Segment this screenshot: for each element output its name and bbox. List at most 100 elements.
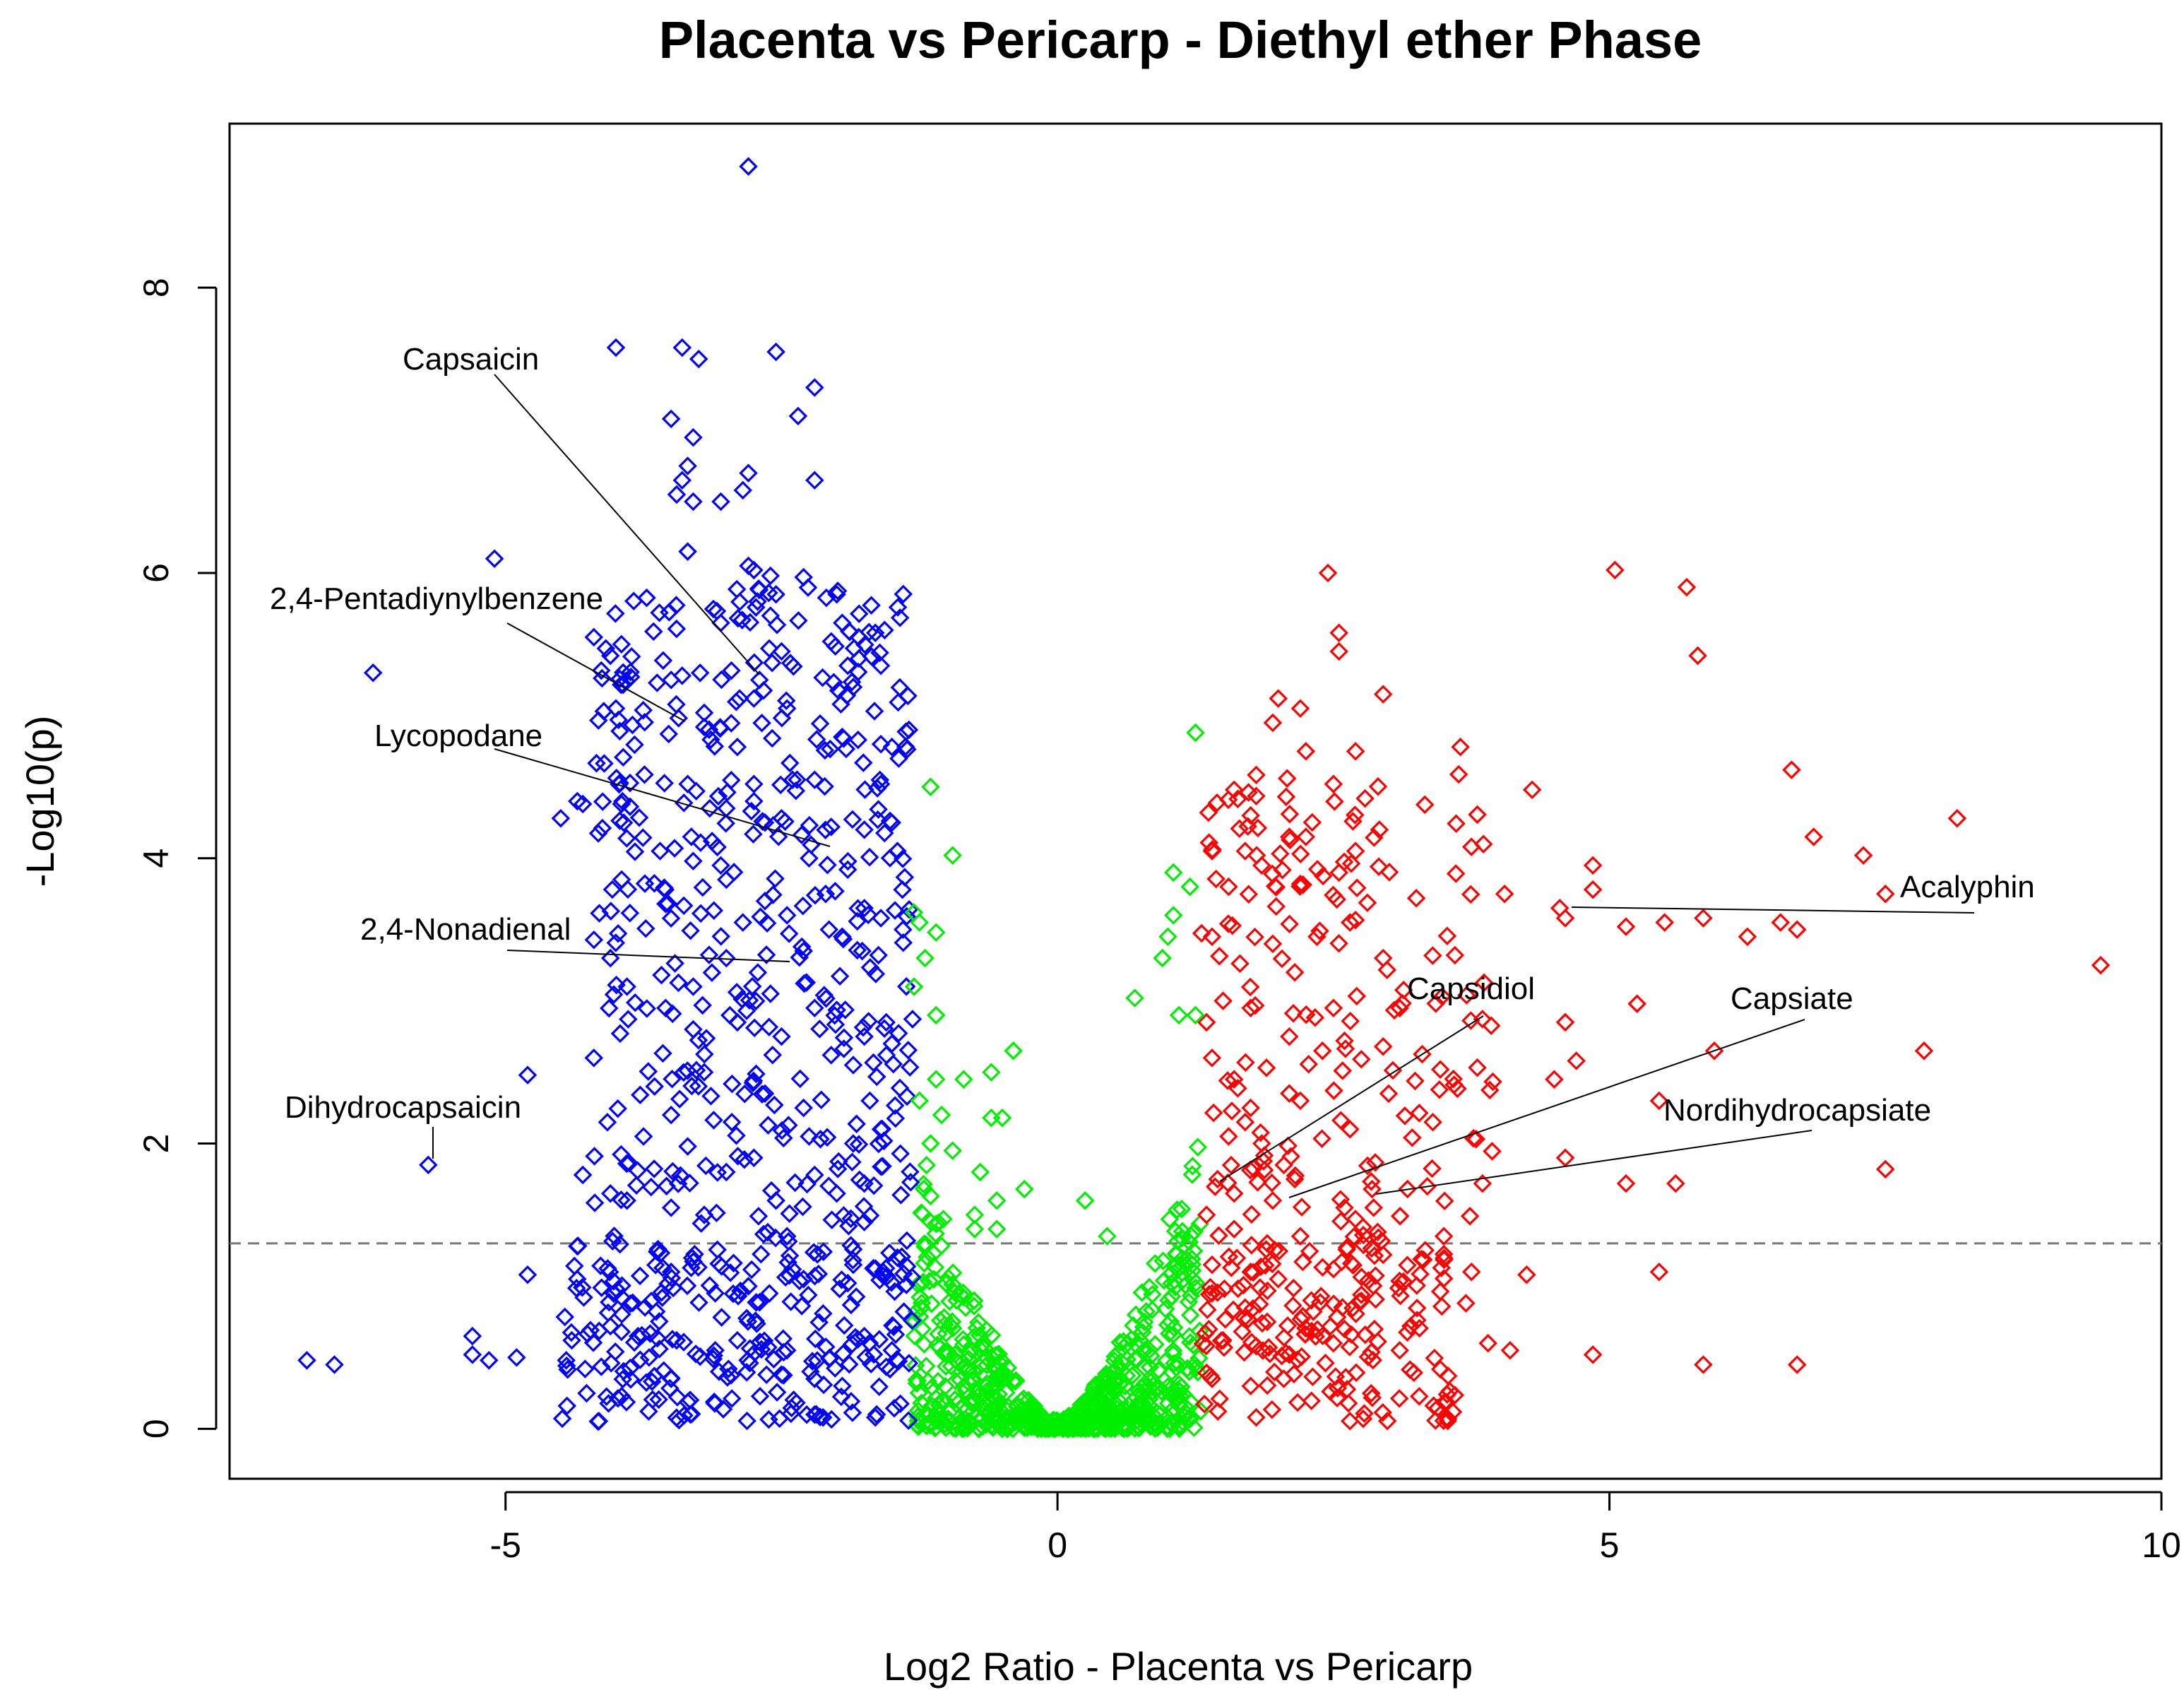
data-point	[1164, 1354, 1184, 1373]
data-point	[1341, 1011, 1360, 1031]
data-point	[1242, 1236, 1262, 1255]
data-point	[831, 1387, 851, 1407]
data-point	[942, 1357, 961, 1376]
data-point	[644, 1159, 664, 1178]
data-point	[959, 1349, 978, 1369]
data-point	[592, 1357, 611, 1376]
data-point	[1235, 841, 1255, 861]
data-point	[797, 973, 817, 992]
data-point	[871, 734, 891, 754]
y-tick-label: 0	[136, 1419, 176, 1438]
data-point	[843, 1134, 863, 1153]
data-point	[891, 1394, 910, 1414]
data-point	[1204, 1103, 1223, 1123]
data-point	[810, 714, 830, 733]
data-point	[1390, 1271, 1409, 1291]
data-point	[910, 1287, 930, 1307]
data-point	[1286, 1166, 1305, 1186]
data-point	[1240, 977, 1260, 997]
data-point	[1318, 563, 1338, 583]
data-point	[806, 1329, 825, 1349]
data-point	[1451, 738, 1470, 757]
data-point	[1401, 1316, 1420, 1336]
data-point	[557, 1351, 576, 1370]
data-point	[1028, 1417, 1048, 1437]
data-point	[926, 923, 946, 942]
data-point	[940, 1292, 959, 1311]
data-point	[890, 1078, 910, 1098]
data-point	[1272, 949, 1292, 969]
data-point	[1247, 1336, 1266, 1356]
data-point	[1199, 1319, 1218, 1339]
data-point	[1265, 877, 1285, 896]
data-point	[992, 1108, 1012, 1128]
data-point	[1787, 920, 1807, 939]
data-point	[518, 1265, 538, 1284]
data-point	[1191, 1402, 1211, 1421]
data-point	[684, 427, 703, 447]
data-point	[766, 342, 785, 362]
data-point	[1876, 884, 1895, 904]
data-point	[1173, 1222, 1192, 1241]
data-point	[1208, 1283, 1227, 1302]
annotation-line-lycopodane	[494, 748, 831, 847]
data-point	[621, 662, 640, 682]
data-point	[1122, 1366, 1142, 1385]
data-point	[1216, 1310, 1235, 1329]
data-point	[587, 753, 606, 773]
data-point	[612, 870, 631, 890]
data-point	[747, 1064, 766, 1084]
data-point	[705, 737, 725, 756]
data-point	[829, 1152, 848, 1171]
annotation-capsaicin: Capsaicin	[403, 342, 539, 377]
data-point	[932, 1105, 951, 1125]
data-point	[660, 1378, 679, 1398]
data-point	[614, 747, 633, 767]
data-point	[1336, 1368, 1355, 1387]
data-point	[1307, 927, 1327, 947]
data-point	[917, 1417, 937, 1436]
data-point	[631, 1085, 650, 1105]
data-point	[678, 542, 697, 561]
data-point	[838, 860, 857, 880]
data-point	[843, 1335, 862, 1354]
data-point	[1335, 1319, 1354, 1339]
data-point	[1278, 1136, 1298, 1156]
data-point	[1331, 1190, 1351, 1209]
data-point	[754, 1224, 773, 1244]
data-point	[866, 1259, 885, 1278]
data-point	[606, 933, 626, 952]
data-point	[1250, 1278, 1270, 1297]
data-point	[886, 1109, 906, 1128]
data-point	[1158, 1419, 1177, 1438]
data-point	[1347, 878, 1367, 897]
data-point	[805, 378, 824, 397]
data-point	[764, 885, 783, 904]
data-point	[838, 656, 857, 675]
data-point	[744, 689, 764, 708]
data-point	[696, 1156, 716, 1176]
data-point	[1358, 893, 1377, 913]
data-point	[777, 699, 797, 719]
data-point	[1284, 1278, 1303, 1298]
data-point	[855, 820, 874, 839]
data-point	[779, 924, 799, 943]
data-point	[954, 1376, 974, 1395]
data-point	[1280, 805, 1300, 824]
data-point	[826, 882, 845, 901]
data-point	[682, 1076, 701, 1096]
data-point	[1343, 812, 1363, 831]
data-point	[671, 1166, 690, 1186]
data-point	[890, 608, 910, 627]
data-point	[1180, 1232, 1199, 1252]
data-point	[826, 1015, 845, 1034]
data-point	[1694, 909, 1713, 928]
data-point	[689, 1293, 708, 1312]
data-point	[1324, 1333, 1343, 1353]
data-point	[1141, 1346, 1161, 1366]
data-point	[755, 892, 775, 911]
data-point	[1192, 923, 1211, 943]
data-point	[1344, 1227, 1364, 1246]
data-point	[1368, 776, 1388, 796]
data-point	[794, 1270, 813, 1289]
